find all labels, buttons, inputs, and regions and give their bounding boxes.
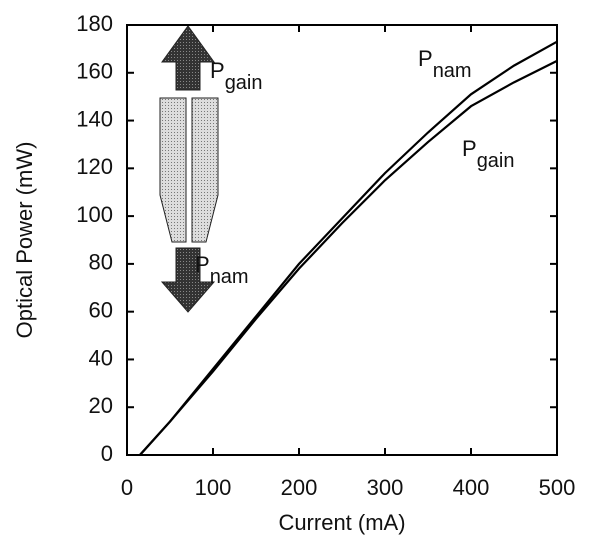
x-tick-label: 100 (195, 475, 232, 500)
y-tick-label: 160 (76, 59, 113, 84)
y-tick-label: 120 (76, 154, 113, 179)
x-tick-label: 300 (367, 475, 404, 500)
x-tick-label: 400 (453, 475, 490, 500)
annotation-text: P (210, 58, 225, 83)
annotation: Pgain (462, 136, 515, 172)
annotation-text: P (195, 252, 210, 277)
y-tick-label: 60 (89, 297, 113, 322)
y-tick-label: 0 (101, 441, 113, 466)
y-axis-label: Optical Power (mW) (12, 142, 37, 339)
annotation: Pnam (195, 252, 249, 288)
annotation-subscript: nam (433, 60, 472, 82)
x-tick-label: 0 (121, 475, 133, 500)
x-axis-label: Current (mA) (278, 510, 405, 535)
annotation-text: P (462, 136, 477, 161)
plot-frame (126, 24, 558, 456)
y-tick-label: 40 (89, 345, 113, 370)
y-tick-label: 140 (76, 106, 113, 131)
annotation: Pnam (418, 46, 472, 82)
annotation-subscript: gain (225, 72, 263, 94)
annotation-text: P (418, 46, 433, 71)
annotation-subscript: gain (477, 150, 515, 172)
y-tick-label: 20 (89, 393, 113, 418)
x-tick-label: 200 (281, 475, 318, 500)
device-diagram (159, 25, 219, 313)
y-tick-label: 80 (89, 250, 113, 275)
annotation: Pgain (210, 58, 263, 94)
annotation-subscript: nam (210, 266, 249, 288)
x-tick-label: 500 (539, 475, 576, 500)
y-tick-label: 100 (76, 202, 113, 227)
y-tick-label: 180 (76, 11, 113, 36)
line-series (139, 59, 558, 456)
